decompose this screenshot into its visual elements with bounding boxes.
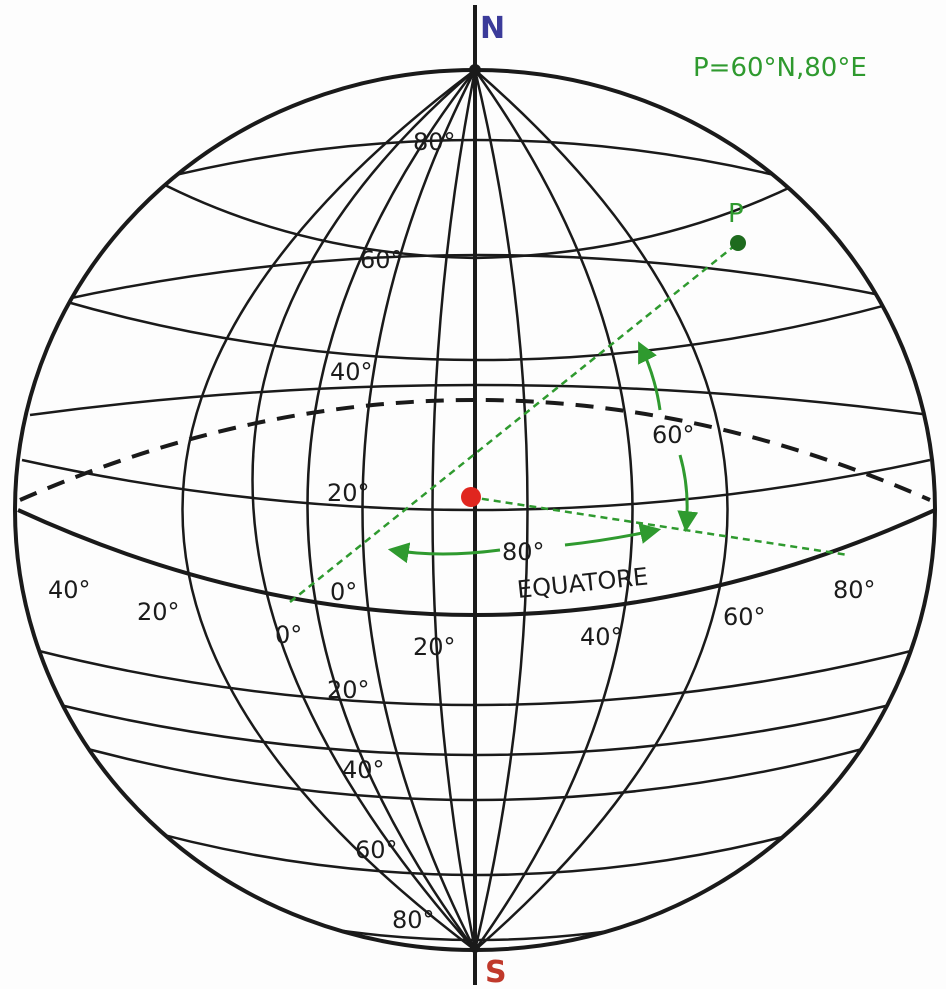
meridian-w40 [251, 70, 476, 950]
point-coords-label: P=60°N,80°E [693, 53, 867, 83]
north-pole-dot [469, 64, 481, 76]
lat-label-60s: 60° [355, 836, 398, 864]
meridian-e60 [473, 70, 634, 950]
meridian-e80 [474, 70, 729, 950]
parallel-60n-lower [59, 298, 906, 362]
meridian-w20 [306, 70, 477, 950]
parallel-60s [109, 818, 846, 877]
north-label: N [480, 11, 505, 46]
longitude-angle-label: 80° [502, 538, 545, 566]
meridian-w60 [181, 70, 476, 950]
latitude-angle-label: 60° [652, 421, 695, 449]
lat-label-40s: 40° [342, 756, 385, 784]
equator-label: EQUATORE [516, 562, 650, 604]
lon-label-80e: 80° [833, 576, 876, 604]
lat-label-80s: 80° [392, 906, 435, 934]
latitude-angle-arrow-top [638, 341, 662, 411]
meridian-e40 [473, 70, 529, 950]
lon-label-20e: 20° [413, 633, 456, 661]
parallel-60n [61, 253, 906, 302]
center-marker [461, 487, 481, 507]
meridian-e20 [431, 70, 477, 950]
parallel-40n [29, 383, 931, 417]
longitude-angle-arrow-right [564, 523, 662, 547]
radius-to-equator-80e [469, 495, 849, 557]
meridian-0 [361, 70, 477, 950]
lon-label-0: 0° [275, 621, 302, 649]
lat-label-20n: 20° [327, 479, 370, 507]
point-p-label: P [728, 199, 744, 229]
lat-label-40n: 40° [330, 358, 373, 386]
latitude-angle-arrow-bottom [677, 454, 699, 533]
lat-label-80n: 80° [413, 128, 456, 156]
lat-label-20s: 20° [327, 676, 370, 704]
lon-label-40w: 40° [48, 576, 91, 604]
longitude-angle-arrow-left [387, 542, 501, 564]
lon-label-40e: 40° [580, 623, 623, 651]
lat-label-60n: 60° [360, 246, 403, 274]
point-p-marker [730, 235, 746, 251]
lon-label-60e: 60° [723, 603, 766, 631]
meridians [181, 70, 729, 950]
south-label: S [485, 955, 507, 989]
lon-label-20w: 20° [137, 598, 180, 626]
south-pole-dot [470, 943, 480, 953]
prime-meridian-label: 0° [330, 578, 357, 606]
equator-back [19, 398, 931, 502]
